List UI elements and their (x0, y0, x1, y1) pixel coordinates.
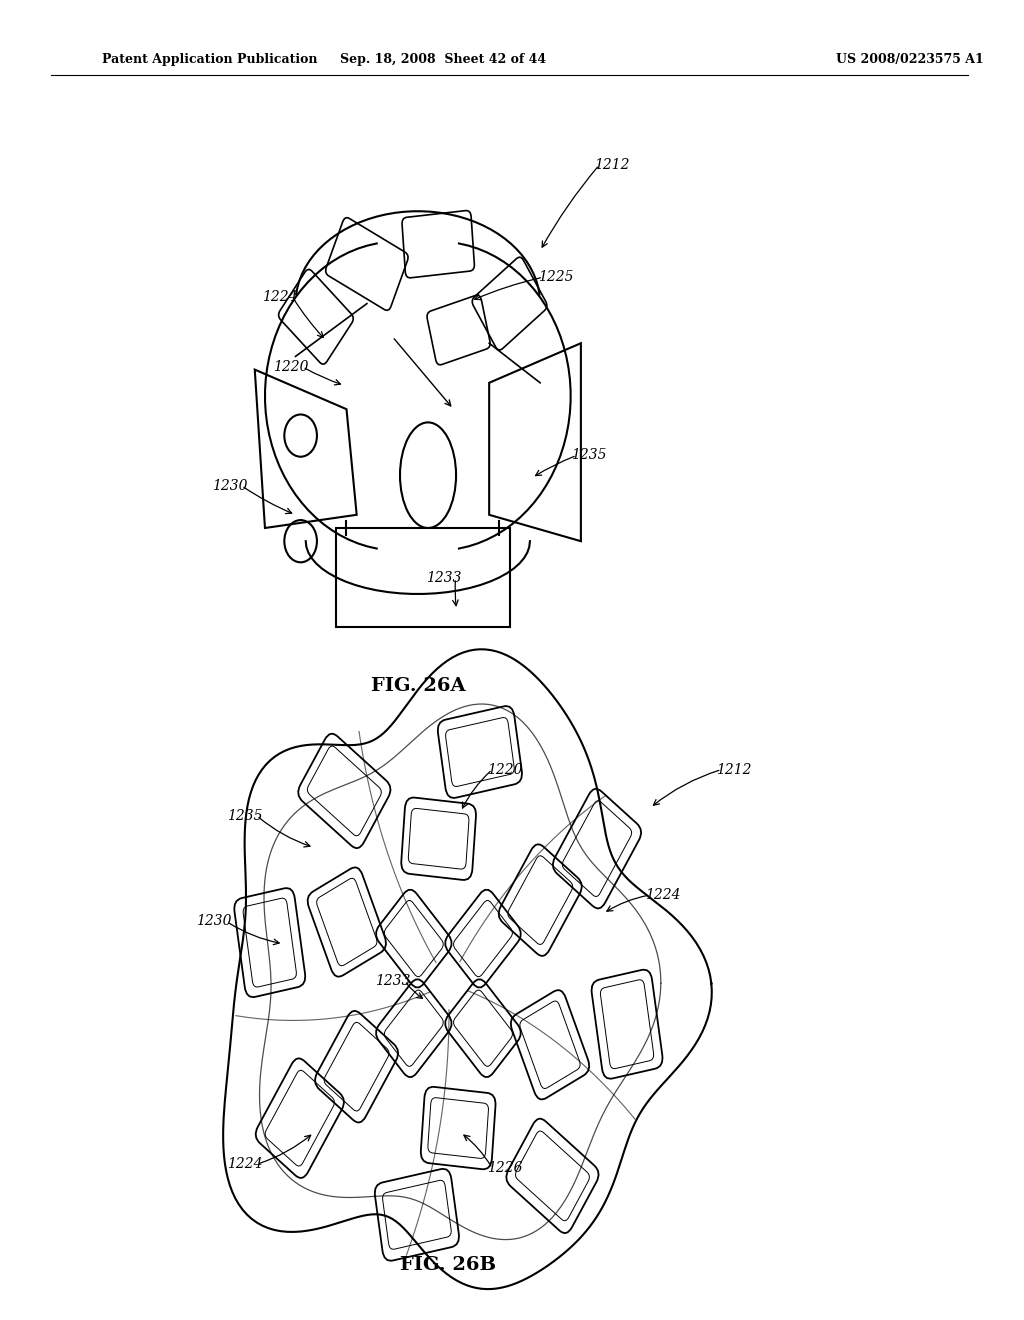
Text: FIG. 26B: FIG. 26B (400, 1255, 497, 1274)
Text: 1226: 1226 (486, 1162, 522, 1175)
Text: 1220: 1220 (486, 763, 522, 776)
Text: 1212: 1212 (594, 158, 629, 172)
Text: 1230: 1230 (212, 479, 247, 492)
Text: 1235: 1235 (571, 449, 607, 462)
Text: 1235: 1235 (227, 809, 262, 822)
Text: 1220: 1220 (272, 360, 308, 374)
Text: US 2008/0223575 A1: US 2008/0223575 A1 (836, 53, 983, 66)
Text: 1224: 1224 (645, 888, 680, 902)
Text: 1212: 1212 (716, 763, 752, 776)
Text: 1233: 1233 (426, 572, 461, 585)
Text: Patent Application Publication: Patent Application Publication (102, 53, 317, 66)
Text: 1224: 1224 (262, 290, 298, 304)
Text: Sep. 18, 2008  Sheet 42 of 44: Sep. 18, 2008 Sheet 42 of 44 (340, 53, 547, 66)
Text: 1224: 1224 (227, 1158, 262, 1171)
Text: FIG. 26A: FIG. 26A (371, 677, 465, 696)
Text: 1230: 1230 (197, 915, 231, 928)
Text: 1233: 1233 (375, 974, 410, 987)
Text: 1225: 1225 (538, 271, 573, 284)
